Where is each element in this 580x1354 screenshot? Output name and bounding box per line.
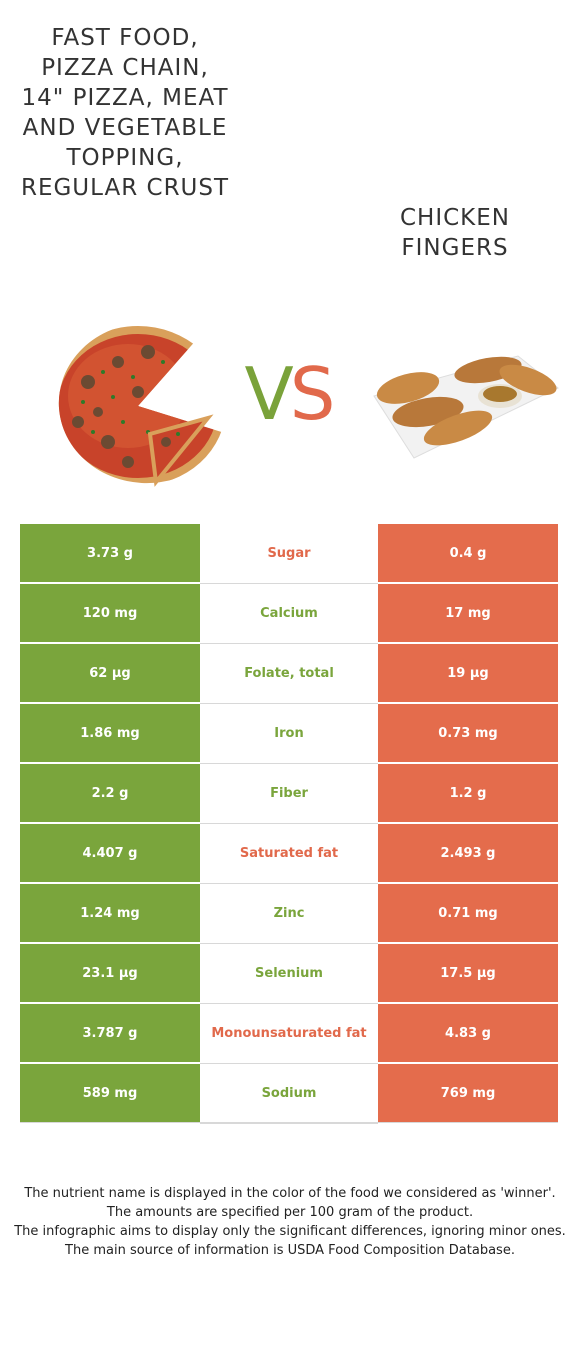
footer-line: The infographic aims to display only the… — [14, 1224, 566, 1239]
nutrient-name: Sugar — [200, 524, 378, 582]
nutrient-name: Selenium — [200, 944, 378, 1002]
table-row: 1.24 mg Zinc 0.71 mg — [20, 884, 558, 944]
table-row: 23.1 µg Selenium 17.5 µg — [20, 944, 558, 1004]
nutrient-name: Monounsaturated fat — [200, 1004, 378, 1062]
left-value: 1.24 mg — [20, 884, 200, 942]
nutrient-name: Folate, total — [200, 644, 378, 702]
right-value: 0.4 g — [378, 524, 558, 582]
right-value: 769 mg — [378, 1064, 558, 1122]
chicken-fingers-image — [373, 355, 559, 459]
table-row: 120 mg Calcium 17 mg — [20, 584, 558, 644]
table-bottom-border — [20, 1122, 558, 1123]
footer-line: The amounts are specified per 100 gram o… — [106, 1205, 474, 1220]
nutrient-name: Sodium — [200, 1064, 378, 1122]
left-value: 62 µg — [20, 644, 200, 702]
left-value: 4.407 g — [20, 824, 200, 882]
footer-line: The nutrient name is displayed in the co… — [24, 1186, 556, 1201]
vs-v: V — [244, 352, 294, 436]
table-row: 62 µg Folate, total 19 µg — [20, 644, 558, 704]
nutrient-name: Iron — [200, 704, 378, 762]
right-value: 19 µg — [378, 644, 558, 702]
right-value: 17 mg — [378, 584, 558, 642]
food-right-title: Chicken fingers — [399, 205, 511, 261]
right-value: 2.493 g — [378, 824, 558, 882]
left-value: 1.86 mg — [20, 704, 200, 762]
table-row: 4.407 g Saturated fat 2.493 g — [20, 824, 558, 884]
table-row: 3.787 g Monounsaturated fat 4.83 g — [20, 1004, 558, 1064]
nutrient-comparison-table: 3.73 g Sugar 0.4 g 120 mg Calcium 17 mg 62 µg F… — [20, 524, 558, 1124]
table-row: 1.86 mg Iron 0.73 mg — [20, 704, 558, 764]
table-row: 3.73 g Sugar 0.4 g — [20, 524, 558, 584]
left-value: 120 mg — [20, 584, 200, 642]
right-value: 0.73 mg — [378, 704, 558, 762]
right-value: 1.2 g — [378, 764, 558, 822]
table-row: 2.2 g Fiber 1.2 g — [20, 764, 558, 824]
nutrient-name: Saturated fat — [200, 824, 378, 882]
vs-s: S — [289, 352, 336, 436]
left-value: 3.787 g — [20, 1004, 200, 1062]
left-value: 2.2 g — [20, 764, 200, 822]
nutrient-name: Fiber — [200, 764, 378, 822]
left-value: 3.73 g — [20, 524, 200, 582]
footer-notes: The nutrient name is displayed in the co… — [10, 1184, 570, 1260]
food-left-title: Fast food, pizza chain, 14" pizza, meat … — [20, 25, 230, 201]
right-value: 4.83 g — [378, 1004, 558, 1062]
left-value: 589 mg — [20, 1064, 200, 1122]
left-value: 23.1 µg — [20, 944, 200, 1002]
vs-label: VS — [226, 352, 350, 436]
table-row: 589 mg Sodium 769 mg — [20, 1064, 558, 1124]
nutrient-name: Calcium — [200, 584, 378, 642]
nutrient-name: Zinc — [200, 884, 378, 942]
right-value: 17.5 µg — [378, 944, 558, 1002]
pizza-image — [58, 326, 226, 487]
footer-line: The main source of information is USDA F… — [65, 1243, 515, 1258]
right-value: 0.71 mg — [378, 884, 558, 942]
